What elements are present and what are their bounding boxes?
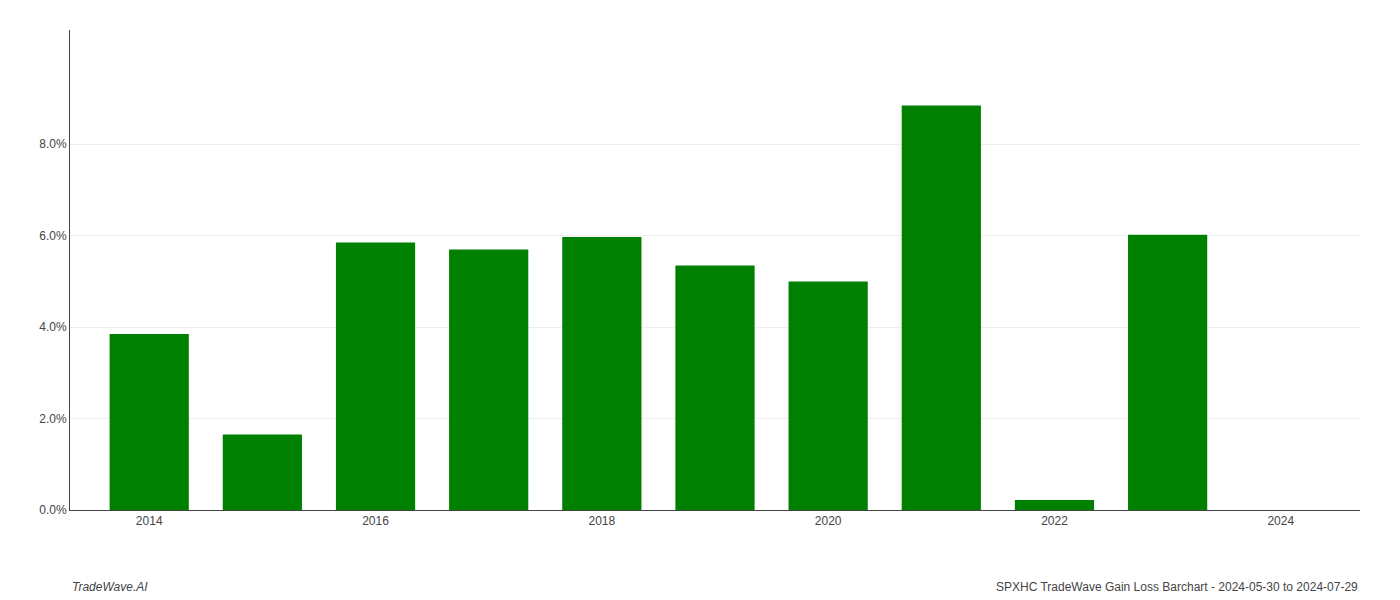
svg-text:2024: 2024 xyxy=(1267,514,1294,528)
svg-text:4.0%: 4.0% xyxy=(39,320,67,334)
svg-text:TradeWave.AI: TradeWave.AI xyxy=(72,580,148,594)
svg-text:6.0%: 6.0% xyxy=(39,229,67,243)
svg-text:8.0%: 8.0% xyxy=(39,137,67,151)
svg-text:2020: 2020 xyxy=(815,514,842,528)
svg-text:2022: 2022 xyxy=(1041,514,1068,528)
svg-text:0.0%: 0.0% xyxy=(39,503,67,517)
svg-text:2018: 2018 xyxy=(588,514,615,528)
svg-text:2.0%: 2.0% xyxy=(39,412,67,426)
svg-text:SPXHC TradeWave Gain Loss Barc: SPXHC TradeWave Gain Loss Barchart - 202… xyxy=(996,580,1358,594)
svg-text:2016: 2016 xyxy=(362,514,389,528)
svg-text:2014: 2014 xyxy=(136,514,163,528)
